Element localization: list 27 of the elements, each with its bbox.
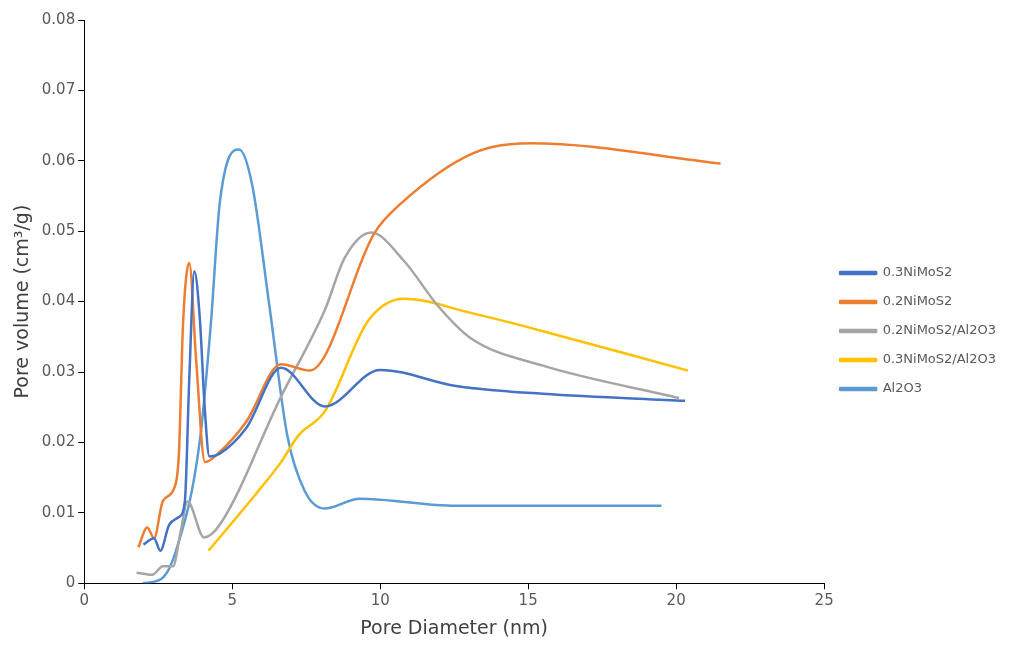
x-tick-label: 10 xyxy=(370,591,390,610)
line-series xyxy=(135,231,681,576)
legend-label: 0.2NiMoS2 xyxy=(882,293,953,309)
x-tick-label: 0 xyxy=(79,591,89,610)
y-tick-label: 0.07 xyxy=(41,80,76,99)
y-tick-label: 0.08 xyxy=(41,9,76,28)
legend-label: Al2O3 xyxy=(882,380,922,396)
y-axis-title: Pore volume (cm³/g) xyxy=(10,204,33,399)
legend-label: 0.3NiMoS2/Al2O3 xyxy=(882,351,997,367)
x-tick-label: 15 xyxy=(518,591,538,610)
line-series xyxy=(142,270,687,553)
line-series xyxy=(141,148,663,584)
y-tick-label: 0 xyxy=(65,573,76,592)
x-tick-label: 20 xyxy=(666,591,686,610)
x-tick-label: 5 xyxy=(227,591,237,610)
x-tick-label: 25 xyxy=(814,591,834,610)
y-tick-label: 0.06 xyxy=(41,150,76,169)
y-tick-label: 0.03 xyxy=(41,361,76,380)
y-tick-label: 0.01 xyxy=(41,502,76,521)
line-series xyxy=(207,297,690,553)
y-tick-label: 0.04 xyxy=(41,291,76,310)
y-tick-label: 0.05 xyxy=(41,221,76,240)
line-series xyxy=(137,141,722,549)
y-tick-label: 0.02 xyxy=(41,432,76,451)
legend-label: 0.3NiMoS2 xyxy=(882,264,953,280)
legend-label: 0.2NiMoS2/Al2O3 xyxy=(882,322,997,338)
x-axis-title: Pore Diameter (nm) xyxy=(360,615,548,638)
